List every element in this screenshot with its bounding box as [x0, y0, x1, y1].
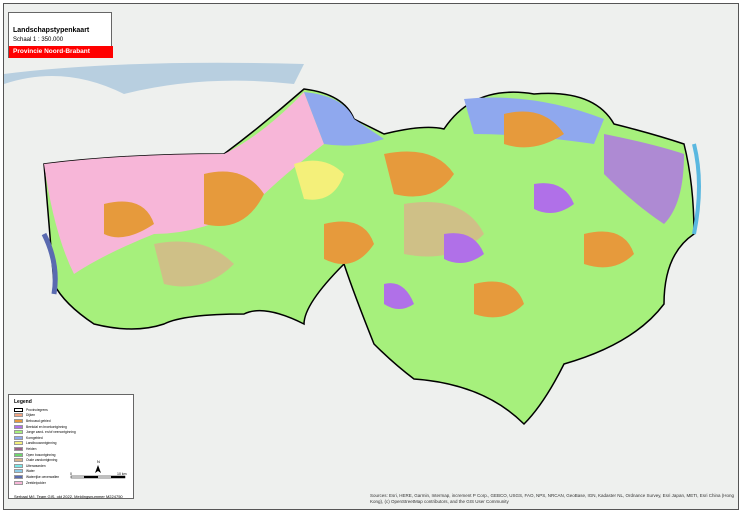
- legend-label: Open bosontginning: [26, 452, 56, 457]
- legend-swatch: [14, 441, 23, 446]
- map-footer: Serbaal M/I, Team GIS, okt 2022, Melding…: [14, 494, 123, 499]
- maas-river: [692, 143, 701, 235]
- legend-swatch: [14, 407, 23, 412]
- legend-item: Landbouwontginning: [14, 441, 133, 447]
- legend-item: Water: [14, 469, 133, 475]
- legend-swatch: [14, 458, 23, 463]
- legend-item: Waterrijke oeverwallen: [14, 474, 133, 480]
- map-scale: Schaal 1 : 350.000: [13, 37, 64, 43]
- legend-label: Dijken: [26, 413, 36, 418]
- legend-swatch: [14, 413, 23, 418]
- legend-label: Waterrijke oeverwallen: [26, 474, 60, 479]
- beekdal-patches: [384, 183, 574, 309]
- legend-label: Water: [26, 469, 35, 474]
- bebouwd-gebied: [104, 111, 634, 318]
- legend-label: Bebouwd gebied: [26, 418, 51, 423]
- legend-item: Jonge zand- en/of veenontginning: [14, 429, 133, 435]
- legend-swatch: [14, 424, 23, 429]
- legend-heading: Legend: [14, 399, 32, 405]
- legend-label: Landbouwontginning: [26, 441, 57, 446]
- legend: Legend Provinciegrens Dijken Bebouwd gebie…: [8, 394, 134, 499]
- scale-start: 0: [70, 472, 72, 476]
- legend-label: Oude zandontginning: [26, 458, 58, 463]
- legend-label: Heiden: [26, 446, 37, 451]
- legend-item: Provinciegrens: [14, 407, 133, 413]
- legend-label: Beekdal en broekontginning: [26, 424, 67, 429]
- legend-item: Zeekleipolder: [14, 480, 133, 486]
- legend-label: Uiterwaarden: [26, 463, 46, 468]
- legend-swatch: [14, 435, 23, 440]
- river-water: [4, 62, 304, 94]
- attribution: Sources: Esri, HERE, Garmin, Intermap, i…: [370, 493, 734, 504]
- legend-swatch: [14, 446, 23, 451]
- legend-swatch: [14, 480, 23, 485]
- legend-swatch: [14, 430, 23, 435]
- legend-swatch: [14, 463, 23, 468]
- legend-item: Komgebied: [14, 435, 133, 441]
- north-arrow-icon: [95, 465, 101, 473]
- komgebied-west: [304, 92, 384, 146]
- legend-swatch: [14, 474, 23, 479]
- map-title: Landschapstypenkaart: [13, 27, 90, 34]
- legend-swatch: [14, 469, 23, 474]
- legend-label: Komgebied: [26, 435, 43, 440]
- legend-item: Open bosontginning: [14, 452, 133, 458]
- legend-item: Heiden: [14, 446, 133, 452]
- legend-item: Oude zandontginning: [14, 457, 133, 463]
- map-frame: Landschapstypenkaart Schaal 1 : 350.000 …: [3, 3, 739, 510]
- legend-swatch: [14, 418, 23, 423]
- title-box: Landschapstypenkaart Schaal 1 : 350.000 …: [8, 12, 113, 58]
- legend-label: Zeekleipolder: [26, 480, 46, 485]
- legend-item: Uiterwaarden: [14, 463, 133, 469]
- legend-label: Provinciegrens: [26, 407, 48, 412]
- legend-swatch: [14, 452, 23, 457]
- legend-item: Bebouwd gebied: [14, 418, 133, 424]
- landbouwontginning-area: [294, 160, 344, 200]
- beekdal-east: [604, 134, 684, 224]
- legend-item: Beekdal en broekontginning: [14, 424, 133, 430]
- north-arrow-label: N: [97, 459, 100, 464]
- province-banner: Provincie Noord-Brabant: [9, 46, 113, 58]
- legend-item: Dijken: [14, 413, 133, 419]
- water-west: [41, 232, 58, 295]
- legend-label: Jonge zand- en/of veenontginning: [26, 430, 76, 435]
- scale-end: 10 km: [117, 472, 127, 476]
- scale-bar: N 0 10 km: [70, 459, 127, 479]
